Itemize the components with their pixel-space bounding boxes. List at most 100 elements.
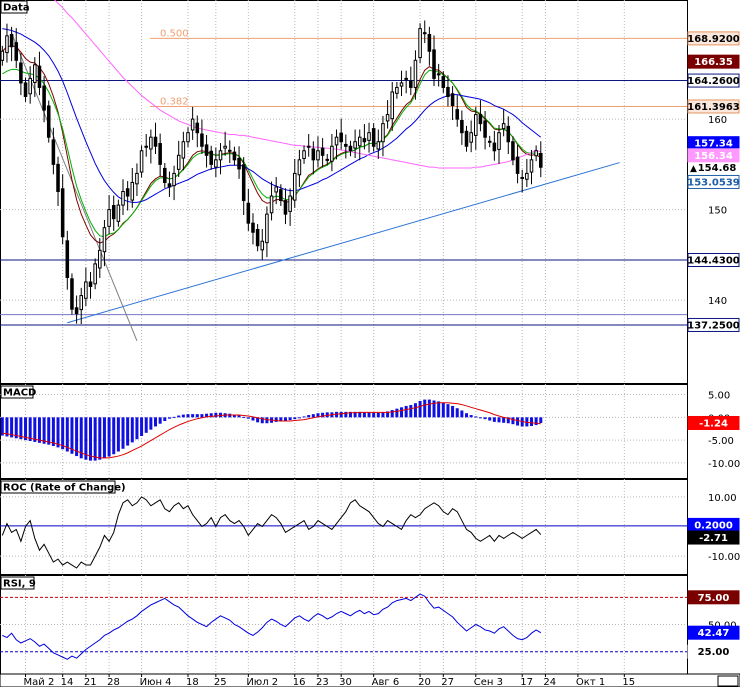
x-tick-label-10: 30 [339,677,352,687]
candle-body-104 [483,120,487,138]
x-tick-label-3: 28 [107,677,120,687]
candle-body-77 [357,136,362,147]
candle-body-37 [172,172,176,187]
candle-body-64 [297,159,302,176]
candle-body-29 [135,172,139,185]
candle-body-105 [487,140,492,143]
macd-bar-59 [274,417,278,422]
candle-body-39 [181,141,186,159]
candle-body-3 [14,42,19,61]
macd-bar-29 [135,417,139,440]
candle-body-2 [9,34,14,48]
macd-bar-26 [121,417,125,449]
macd-signal-line [2,402,541,459]
x-tick-label-17: Окт 1 [576,677,605,687]
macd-current-tag-text: -1.24 [699,418,728,429]
price-tag-8-text: 144.4300 [687,255,740,266]
x-tick-label-4: Июн 4 [140,677,172,687]
candle-body-69 [320,147,325,156]
candle-body-106 [492,142,497,152]
macd-bar-41 [191,414,195,418]
macd-bar-110 [511,417,515,425]
macd-bar-104 [483,417,487,420]
corner-box [717,675,739,687]
candle-body-58 [269,195,274,214]
x-tick-label-11: Авг 6 [372,677,400,687]
roc-pane-title: ROC (Rate of Change) [0,480,126,494]
macd-tick-0: 5.00 [708,391,730,402]
trendline-up [67,162,620,324]
price-tag-3-text: 161.3963 [687,102,740,113]
candle-body-90 [418,28,422,59]
macd-bar-6 [28,417,32,442]
x-tick-label-6: 25 [214,677,227,687]
candle-body-22 [102,227,107,253]
pane-frame-2 [0,479,688,575]
candle-body-72 [334,136,339,146]
macd-bar-86 [400,407,404,418]
candle-body-97 [450,93,455,107]
macd-bar-87 [404,405,408,418]
macd-bar-3 [14,417,18,439]
price-title-box [0,0,28,14]
macd-bar-114 [529,417,533,426]
candle-body-48 [223,145,227,149]
candle-body-74 [344,143,348,147]
macd-bar-81 [376,412,380,418]
candle-body-111 [515,156,520,174]
macd-bar-9 [42,417,46,444]
candle-body-76 [353,141,357,149]
candle-body-10 [46,105,51,138]
candle-body-113 [525,172,529,180]
macd-bar-12 [56,417,60,448]
macd-bar-103 [478,417,482,419]
macd-bar-95 [441,402,445,418]
macd-bar-53 [246,417,250,419]
rsi-title-text: RSI, 9 [3,579,36,590]
macd-bar-80 [372,412,376,418]
rsi-current-tag-text: 42.47 [698,628,730,639]
macd-bar-24 [112,417,116,455]
price-marker-6: ▲ [690,164,697,174]
price-tag-2-text: 164.2600 [687,76,740,87]
macd-bar-4 [19,417,23,440]
fib-label-1: 0.382 [160,96,189,107]
candle-body-56 [260,240,265,251]
candle-body-30 [139,150,144,173]
macd-bar-7 [33,417,37,442]
macd-bar-55 [256,417,260,423]
price-tag-1-text: 166.35 [694,57,733,68]
candle-body-1 [5,35,9,54]
macd-bar-115 [534,417,538,426]
macd-bar-98 [455,408,459,418]
macd-bar-77 [358,411,362,418]
macd-bar-23 [107,417,111,457]
macd-bar-10 [47,417,51,445]
macd-bar-45 [209,413,213,418]
macd-bar-100 [465,413,469,418]
roc-current-tag-text: -2.71 [699,533,728,544]
macd-bar-46 [214,412,218,418]
macd-bar-62 [288,417,292,421]
candle-body-67 [311,148,316,161]
candle-body-109 [506,125,511,143]
candle-body-4 [19,62,23,84]
price-tick-1: 150 [708,206,727,217]
candle-body-54 [251,222,255,233]
x-tick-label-7: Июл 2 [246,677,278,687]
candle-body-73 [339,132,343,143]
candle-body-61 [283,200,288,215]
candle-body-95 [441,76,446,88]
candle-body-115 [534,150,538,157]
macd-bar-107 [497,417,501,423]
candle-body-35 [163,167,167,183]
candle-body-6 [28,77,32,95]
candle-body-41 [190,118,195,131]
macd-bar-82 [381,412,385,418]
macd-bar-19 [89,417,93,461]
macd-bar-44 [205,413,209,418]
macd-bar-65 [302,416,306,418]
candle-body-75 [348,145,353,152]
candle-body-7 [33,64,37,83]
ma-line-MA-magenta [53,0,542,169]
